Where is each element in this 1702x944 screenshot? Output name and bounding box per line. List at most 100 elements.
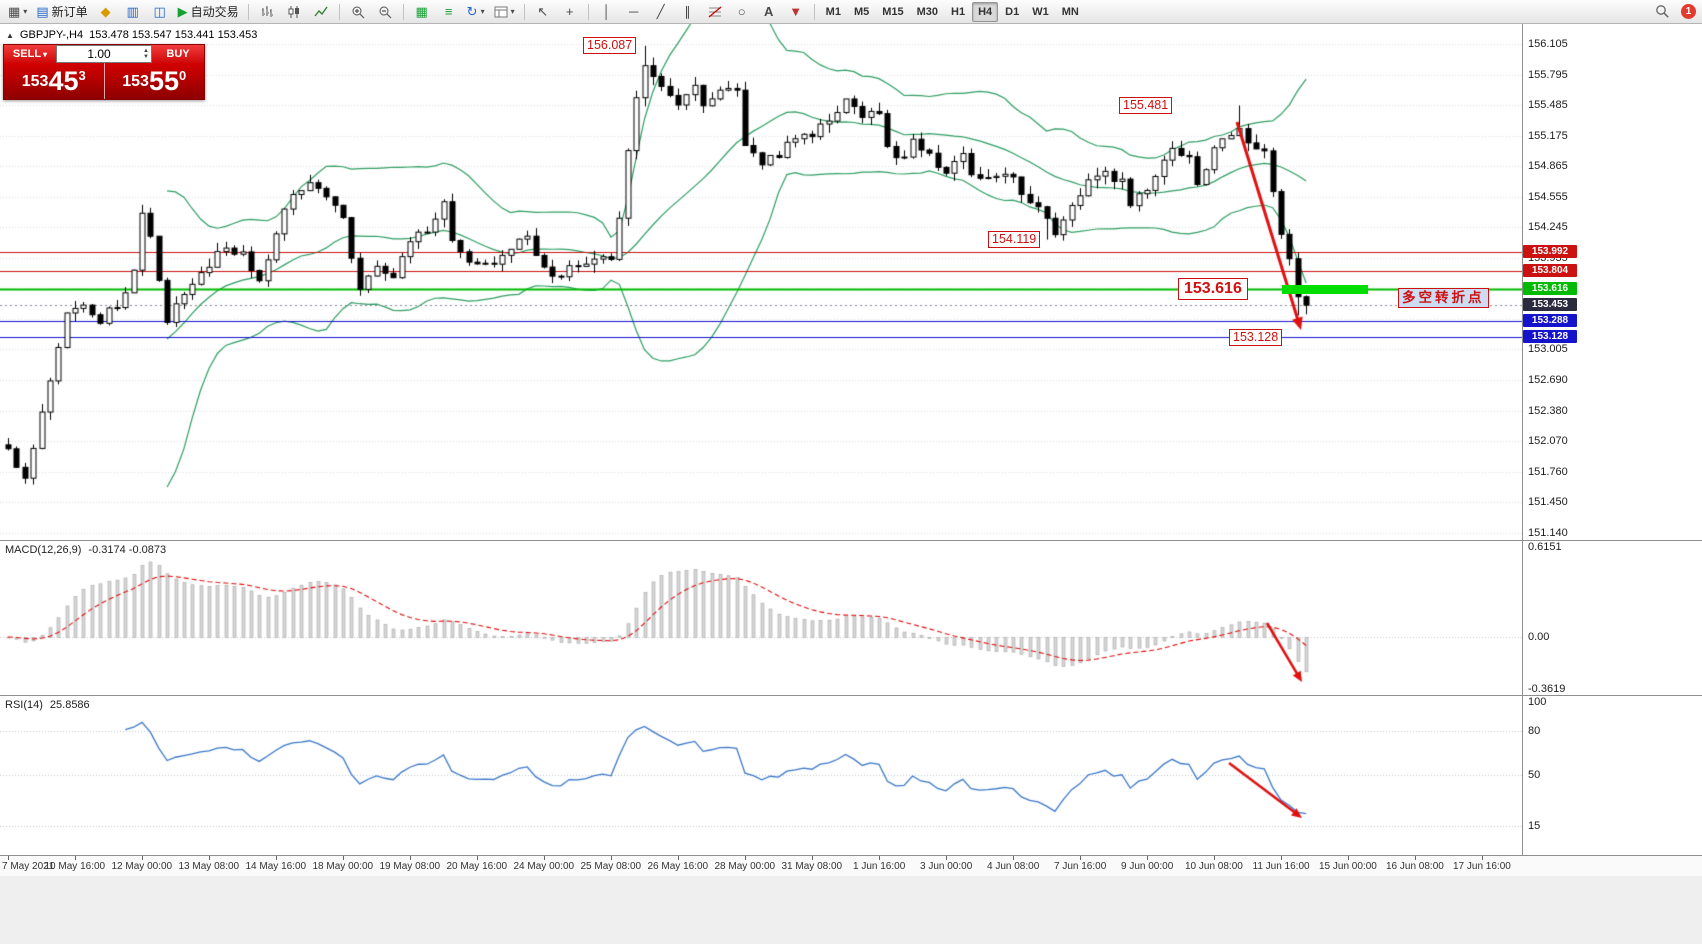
one-click-trading-panel[interactable]: SELL ▾ ▲▼ BUY 153 45 3 153 [3,44,205,100]
sell-button[interactable]: SELL ▾ [4,45,56,63]
ellipse-tool-button[interactable]: ○ [729,1,755,23]
chevron-down-icon: ▾ [480,7,485,16]
price-annotation[interactable]: 153.616 [1178,278,1248,301]
time-tick [1415,856,1416,860]
time-tick [745,856,746,860]
volume-field: ▲▼ [56,45,152,63]
time-axis-label: 31 May 08:00 [781,861,843,872]
macd-canvas[interactable] [0,541,1522,696]
time-axis-label: 15 Jun 00:00 [1319,861,1377,872]
autotrading-button[interactable]: ▶ 自动交易 [174,1,243,23]
sell-button-label: SELL [12,48,42,60]
timeframe-h1[interactable]: H1 [951,5,966,18]
candlestick-chart-button[interactable] [281,1,307,23]
price-annotation[interactable]: 153.128 [1229,328,1283,346]
price-axis-label: 152.690 [1528,374,1568,387]
period-cycle-button[interactable]: ↻ ▾ [463,1,489,23]
macd-label: MACD(12,26,9) [5,544,82,556]
timeframe-m5[interactable]: M5 [853,5,870,18]
buy-button[interactable]: BUY [152,45,204,63]
timeframe-d1[interactable]: D1 [1005,5,1020,18]
main-chart-canvas[interactable] [0,24,1522,540]
time-axis[interactable]: 7 May 2021 10 May 16:00 12 May 00:00 13 May… [0,855,1702,876]
toolbar-separator [523,3,525,20]
line-chart-icon [314,6,328,16]
alerts-button[interactable]: ◆ [93,1,119,23]
ellipse-icon: ○ [737,4,746,19]
crosshair-tool-button[interactable]: + [557,1,583,23]
text-tool-button[interactable]: A [756,1,782,23]
channel-tool-button[interactable]: ∥ [675,1,701,23]
autotrading-play-icon: ▶ [177,3,188,19]
data-window-button[interactable]: ◫ [147,1,173,23]
volume-stepper[interactable]: ▲ ▼ [143,48,149,60]
price-tag: 153.992 [1523,245,1577,259]
tile-windows-button[interactable]: ▦ [409,1,435,23]
horizontal-line-tool-button[interactable]: ─ [621,1,647,23]
timeframe-mn[interactable]: MN [1061,5,1079,18]
zoom-out-button[interactable] [372,1,398,23]
timeframe-m15[interactable]: M15 [882,5,904,18]
time-tick [209,856,210,860]
time-axis-label: 4 Jun 08:00 [987,861,1040,872]
price-tag: 153.453 [1523,298,1577,312]
time-tick [1348,856,1349,860]
price-annotation[interactable]: 154.119 [988,231,1041,249]
zoom-in-button[interactable] [345,1,371,23]
templates-button[interactable]: ▾ [490,1,519,23]
buy-price[interactable]: 153 55 0 [103,63,205,99]
timeframe-m1[interactable]: M1 [825,5,841,18]
rsi-axis-label: 15 [1528,820,1541,833]
new-chart-button[interactable]: ▦ ▾ [4,1,31,23]
turning-point-highlight[interactable] [1282,284,1368,294]
time-tick [1281,856,1282,860]
price-axis-label: 156.105 [1528,38,1568,50]
timeframe-h4[interactable]: H4 [972,1,999,22]
rsi-canvas[interactable] [0,696,1522,856]
time-axis-label: 1 Jun 16:00 [853,861,906,872]
timeframe-w1[interactable]: W1 [1032,5,1049,18]
notification-badge[interactable]: 1 [1681,4,1696,19]
indicators-button[interactable]: ≡ [436,1,462,23]
price-axis-label: 155.175 [1528,129,1568,142]
rsi-axis-label: 50 [1528,769,1541,781]
rsi-panel: RSI(14) 25.8586 100 80 50 15 [0,695,1702,856]
arrows-tool-button[interactable]: ▼ [783,1,809,23]
new-order-button[interactable]: ▤ 新订单 [32,1,91,23]
timeframe-buttons: M1 M5 M15 M30 H1 H4 D1 W1 MN [820,1,1085,22]
volume-input[interactable] [57,47,142,61]
macd-panel: MACD(12,26,9) -0.3174 -0.0873 0.6151 0.00… [0,540,1702,696]
cursor-tool-button[interactable]: ↖ [530,1,556,23]
new-order-icon: ▤ [36,3,49,19]
time-axis-label: 7 Jun 16:00 [1054,861,1107,872]
time-axis-label: 16 Jun 08:00 [1386,861,1444,872]
time-axis-label: 17 Jun 16:00 [1453,861,1511,872]
fibonacci-tool-button[interactable] [702,1,728,23]
turning-point-label[interactable]: 多空转折点 [1398,288,1489,309]
market-watch-button[interactable]: ▥ [120,1,146,23]
cursor-icon: ↖ [537,3,549,19]
time-axis-label: 10 Jun 08:00 [1185,861,1243,872]
price-tag: 153.288 [1523,314,1577,328]
template-icon [494,6,508,17]
price-annotation[interactable]: 156.087 [583,37,637,55]
price-axis-label: 154.245 [1528,221,1568,234]
price-axis-label: 151.450 [1528,496,1568,509]
line-chart-button[interactable] [308,1,334,23]
time-axis-label: 24 May 00:00 [513,861,575,872]
time-tick [477,856,478,860]
timeframe-m30[interactable]: M30 [916,5,939,18]
time-axis-label: 20 May 16:00 [446,861,508,872]
time-tick [611,856,612,860]
market-watch-icon: ▥ [126,3,139,19]
vertical-line-icon: │ [602,4,611,19]
vertical-line-tool-button[interactable]: │ [594,1,620,23]
bar-chart-button[interactable] [254,1,280,23]
search-button[interactable] [1649,1,1675,23]
time-axis-label: 3 Jun 00:00 [920,861,973,872]
trendline-tool-button[interactable]: ╱ [648,1,674,23]
time-axis-label: 28 May 00:00 [714,861,776,872]
price-axis-label: 153.005 [1528,343,1568,356]
price-annotation[interactable]: 155.481 [1119,96,1173,114]
sell-price[interactable]: 153 45 3 [4,63,104,99]
